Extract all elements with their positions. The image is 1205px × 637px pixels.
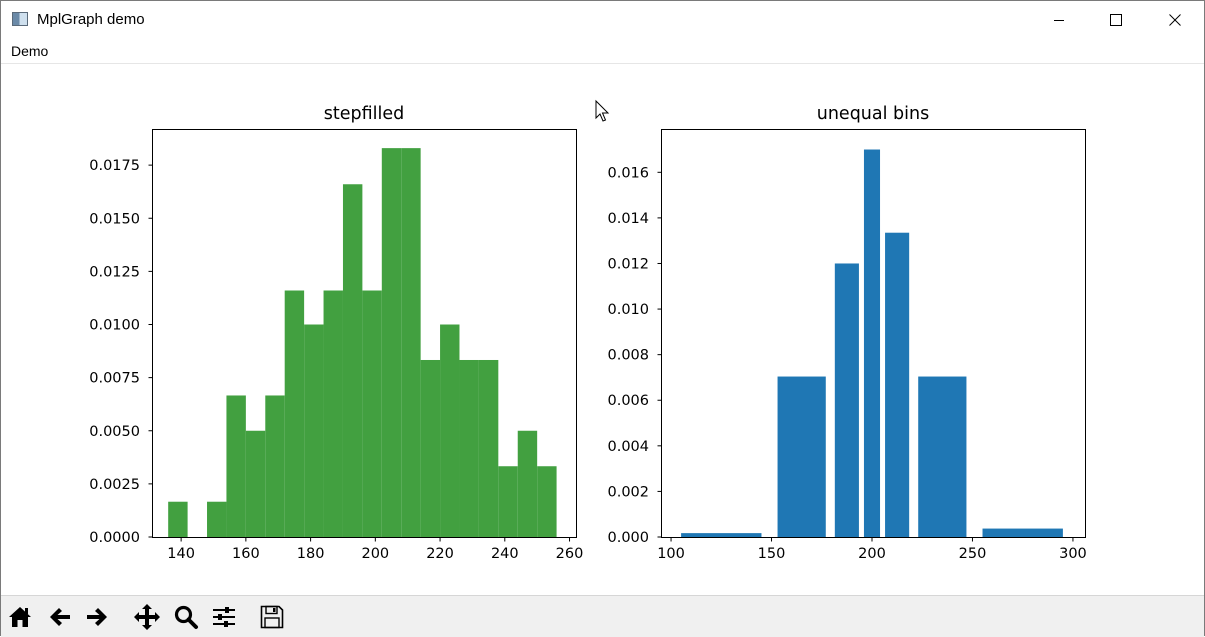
histogram-bar	[459, 359, 479, 537]
y-tick-label: 0.010	[607, 302, 649, 318]
histogram-bar	[885, 232, 910, 537]
x-tick-label: 300	[1059, 546, 1087, 562]
histogram-bar	[304, 324, 324, 537]
menu-bar: Demo	[1, 39, 1204, 64]
histogram-bar	[498, 466, 518, 537]
y-tick-label: 0.0000	[89, 530, 140, 546]
histogram-bar	[207, 501, 227, 537]
histogram-bar	[863, 149, 881, 537]
home-icon	[9, 607, 31, 627]
y-tick-label: 0.000	[607, 530, 649, 546]
minimize-icon	[1054, 20, 1064, 21]
home-button[interactable]	[5, 602, 35, 632]
forward-arrow-icon	[87, 608, 107, 626]
y-tick-label: 0.008	[607, 348, 649, 364]
navigation-toolbar	[1, 595, 1204, 637]
x-tick-label: 200	[361, 546, 389, 562]
chart-title: stepfilled	[324, 104, 404, 124]
y-tick-label: 0.0100	[89, 318, 140, 334]
histogram-bar	[362, 290, 382, 537]
histogram-bar	[381, 148, 402, 537]
histogram-bar	[284, 290, 305, 537]
close-button[interactable]	[1147, 1, 1203, 39]
histogram-bar	[168, 501, 188, 537]
histogram-bar	[834, 263, 859, 537]
forward-button[interactable]	[82, 602, 112, 632]
back-button[interactable]	[45, 602, 75, 632]
back-arrow-icon	[50, 608, 70, 626]
histogram-bar	[537, 466, 557, 537]
histogram-bar	[982, 528, 1063, 537]
chart-title: unequal bins	[817, 104, 929, 124]
y-tick-label: 0.0025	[89, 477, 140, 493]
y-tick-label: 0.014	[607, 211, 649, 227]
close-icon	[1169, 14, 1181, 26]
save-floppy-icon	[260, 605, 284, 629]
y-tick-label: 0.016	[607, 165, 649, 181]
y-tick-label: 0.002	[607, 484, 649, 500]
window-title: MplGraph demo	[37, 11, 145, 28]
figure-svg: 140 160 180 200 220 240 260 0.0000 0.0025 0.0050 0…	[89, 99, 1087, 562]
axes-frame	[152, 129, 577, 538]
histogram-stepfilled: 140 160 180 200 220 240 260 0.0000 0.0025 0.0050 0…	[89, 104, 583, 562]
x-tick-label: 140	[167, 546, 195, 562]
maximize-button[interactable]	[1088, 1, 1144, 39]
histogram-bar	[440, 324, 460, 537]
figure-canvas[interactable]: 140 160 180 200 220 240 260 0.0000 0.0025 0.0050 0…	[1, 64, 1204, 594]
histogram-bar	[323, 290, 343, 537]
zoom-button[interactable]	[171, 602, 201, 632]
configure-subplots-button[interactable]	[209, 602, 239, 632]
pan-button[interactable]	[132, 602, 162, 632]
configure-subplots-icon	[213, 607, 235, 627]
x-tick-label: 180	[297, 546, 325, 562]
x-tick-label: 250	[959, 546, 987, 562]
y-tick-label: 0.0150	[89, 211, 140, 227]
x-tick-label: 100	[657, 546, 685, 562]
y-tick-label: 0.004	[607, 439, 649, 455]
histogram-bar	[420, 359, 441, 537]
x-tick-label: 240	[491, 546, 519, 562]
histogram-unequal-bins: 100 150 200 250 300 0.000 0.002 0.004 0.006 0.008…	[607, 104, 1086, 562]
histogram-bar	[918, 376, 967, 537]
x-tick-label: 150	[758, 546, 786, 562]
x-tick-label: 160	[232, 546, 260, 562]
x-tick-label: 220	[426, 546, 454, 562]
y-tick-label: 0.0175	[89, 158, 140, 174]
y-tick-label: 0.006	[607, 393, 649, 409]
histogram-bar	[265, 395, 285, 537]
app-icon	[12, 12, 28, 26]
mouse-cursor-icon	[595, 99, 610, 122]
histogram-bar	[226, 395, 246, 537]
save-button[interactable]	[257, 602, 287, 632]
histogram-bar	[401, 148, 421, 537]
y-tick-label: 0.012	[607, 256, 649, 272]
zoom-magnifier-icon	[174, 605, 198, 629]
x-tick-label: 260	[556, 546, 584, 562]
histogram-bar	[478, 359, 499, 537]
axes-frame	[661, 129, 1086, 538]
menu-demo[interactable]: Demo	[11, 43, 49, 59]
y-tick-label: 0.0075	[89, 371, 140, 387]
pan-move-icon	[134, 604, 160, 630]
y-tick-label: 0.0050	[89, 424, 140, 440]
histogram-bar	[681, 533, 762, 537]
histogram-bar	[342, 184, 363, 537]
x-tick-label: 200	[858, 546, 886, 562]
maximize-icon	[1110, 14, 1122, 26]
histogram-bar	[517, 430, 538, 537]
y-tick-label: 0.0125	[89, 264, 140, 280]
minimize-button[interactable]	[1031, 1, 1087, 39]
histogram-bar	[245, 430, 266, 537]
histogram-bar	[777, 376, 826, 537]
title-bar[interactable]: MplGraph demo	[1, 1, 1204, 39]
